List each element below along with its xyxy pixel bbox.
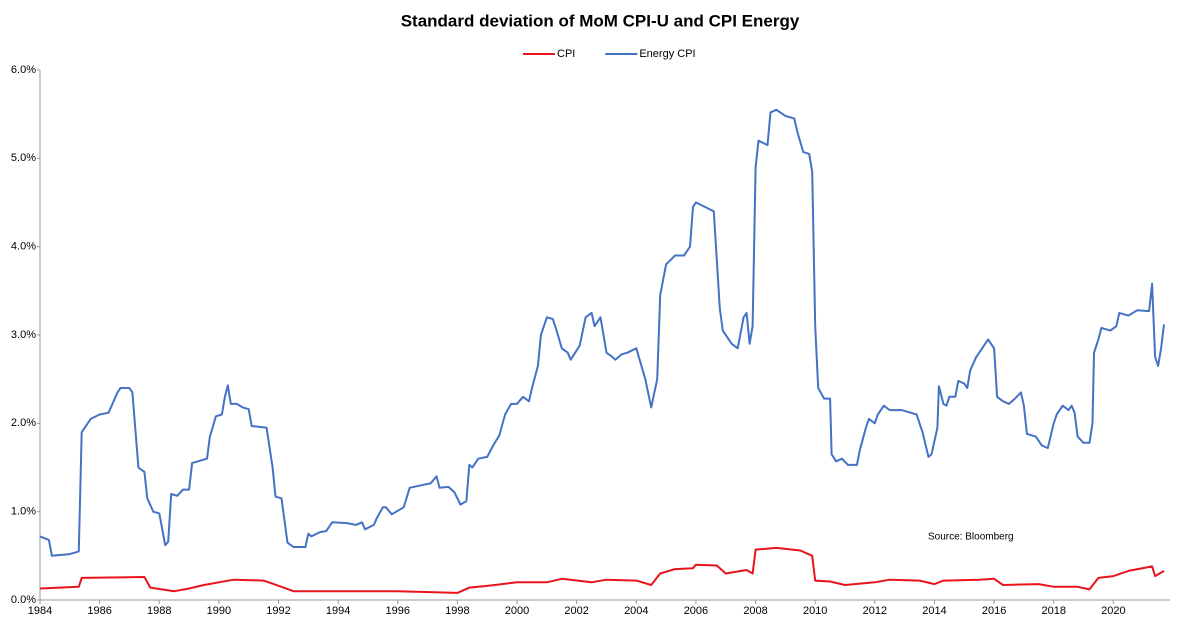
x-tick-label: 2020 (1101, 605, 1125, 617)
x-tick-label: 1988 (147, 605, 171, 617)
x-tick-label: 2018 (1041, 605, 1065, 617)
x-tick-label: 1998 (445, 605, 469, 617)
annotation: Source: Bloomberg (928, 532, 1014, 543)
x-tick-label: 2000 (505, 605, 529, 617)
x-tick-label: 1990 (207, 605, 231, 617)
x-tick-label: 1984 (28, 605, 52, 617)
legend-label: CPI (557, 48, 575, 60)
x-tick-label: 2016 (982, 605, 1006, 617)
y-tick-label: 4.0% (11, 241, 36, 253)
x-tick-label: 1994 (326, 605, 350, 617)
x-tick-label: 1986 (87, 605, 111, 617)
legend-label: Energy CPI (639, 48, 695, 60)
x-tick-label: 2012 (863, 605, 887, 617)
y-tick-label: 1.0% (11, 506, 36, 518)
chart-title: Standard deviation of MoM CPI-U and CPI … (401, 11, 800, 30)
y-tick-label: 3.0% (11, 329, 36, 341)
x-tick-label: 2010 (803, 605, 827, 617)
x-tick-label: 2006 (684, 605, 708, 617)
x-tick-label: 2014 (922, 605, 946, 617)
line (39, 546, 1165, 594)
x-tick-label: 1992 (266, 605, 290, 617)
y-tick-label: 2.0% (11, 417, 36, 429)
y-tick-label: 5.0% (11, 152, 36, 164)
x-tick-label: 2002 (564, 605, 588, 617)
y-tick-label: 6.0% (11, 64, 36, 76)
line (39, 108, 1165, 557)
x-tick-label: 1996 (386, 605, 410, 617)
x-tick-label: 2008 (743, 605, 767, 617)
y-tick-label: 0.0% (11, 594, 36, 606)
x-tick-label: 2004 (624, 605, 648, 617)
